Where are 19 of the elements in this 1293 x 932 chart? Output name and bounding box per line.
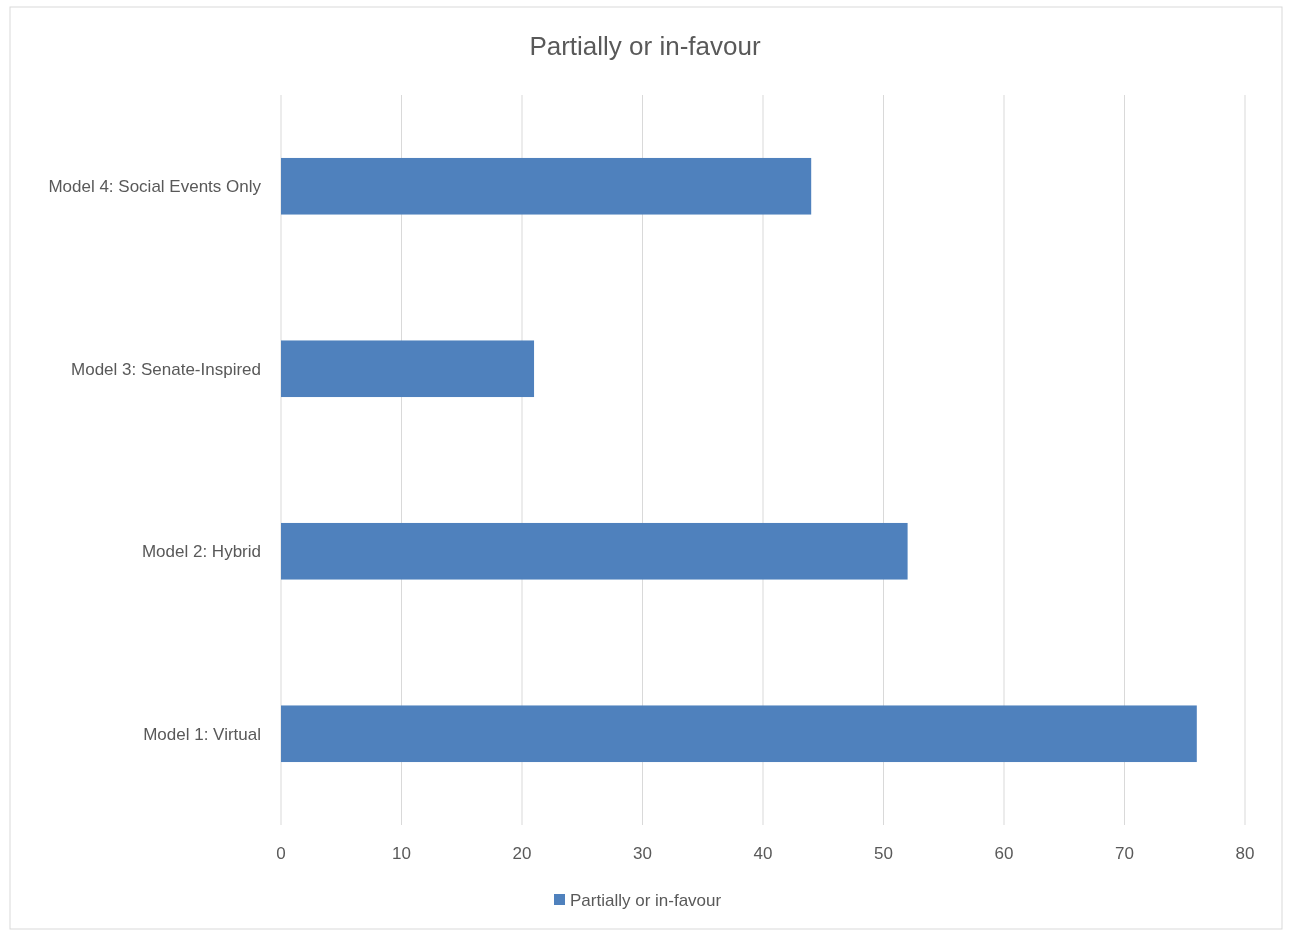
x-tick-label: 60 <box>994 844 1014 863</box>
legend-label: Partially or in-favour <box>570 890 722 910</box>
y-tick-label: Model 1: Virtual <box>143 724 261 744</box>
y-tick-label: Model 2: Hybrid <box>141 542 261 562</box>
y-tick-label: Model 4: Social Events Only <box>48 177 262 197</box>
bar <box>281 157 812 215</box>
x-tick-label: 80 <box>1235 844 1255 863</box>
x-tick-label: 50 <box>874 844 893 863</box>
bar <box>281 522 908 580</box>
y-tick-label: Model 3: Senate-Inspired <box>71 359 261 379</box>
x-tick-label: 40 <box>753 844 773 863</box>
bar <box>281 705 1197 763</box>
chart-title: Partially or in-favour <box>529 31 761 61</box>
x-tick-label: 10 <box>392 844 411 863</box>
x-tick-label: 30 <box>633 844 652 863</box>
x-tick-label: 0 <box>276 844 286 863</box>
bar <box>281 340 535 398</box>
x-tick-label: 20 <box>512 844 532 863</box>
x-tick-label: 70 <box>1115 844 1134 863</box>
